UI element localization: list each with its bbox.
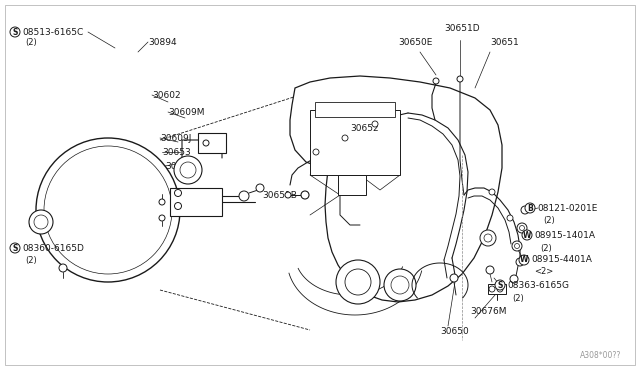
Circle shape bbox=[29, 210, 53, 234]
Text: 08915-1401A: 08915-1401A bbox=[534, 231, 595, 240]
Circle shape bbox=[517, 223, 527, 233]
Text: 30894: 30894 bbox=[148, 38, 177, 46]
Text: (2): (2) bbox=[543, 215, 555, 224]
Text: 30651B: 30651B bbox=[262, 190, 297, 199]
Text: A308*00??: A308*00?? bbox=[580, 350, 621, 359]
Circle shape bbox=[372, 121, 378, 127]
Text: (2): (2) bbox=[512, 294, 524, 302]
Circle shape bbox=[495, 280, 505, 290]
Circle shape bbox=[510, 275, 518, 283]
FancyBboxPatch shape bbox=[198, 133, 226, 153]
Text: 30609J: 30609J bbox=[165, 161, 196, 170]
Text: <2>: <2> bbox=[534, 267, 553, 276]
Text: S: S bbox=[12, 244, 18, 253]
Circle shape bbox=[285, 192, 291, 198]
Circle shape bbox=[36, 138, 180, 282]
Text: 30652: 30652 bbox=[350, 124, 379, 132]
Circle shape bbox=[521, 206, 529, 214]
Circle shape bbox=[433, 78, 439, 84]
Circle shape bbox=[10, 27, 20, 37]
Circle shape bbox=[239, 191, 249, 201]
FancyBboxPatch shape bbox=[338, 175, 366, 195]
Text: W: W bbox=[523, 231, 531, 240]
Text: 30609M: 30609M bbox=[168, 108, 205, 116]
Text: (2): (2) bbox=[540, 244, 552, 253]
Text: 08360-6165D: 08360-6165D bbox=[22, 244, 84, 253]
Circle shape bbox=[59, 264, 67, 272]
FancyBboxPatch shape bbox=[170, 188, 222, 216]
Circle shape bbox=[175, 189, 182, 196]
Circle shape bbox=[159, 215, 165, 221]
Circle shape bbox=[519, 255, 529, 265]
Circle shape bbox=[522, 230, 532, 240]
Circle shape bbox=[203, 140, 209, 146]
Circle shape bbox=[489, 189, 495, 195]
FancyBboxPatch shape bbox=[315, 102, 395, 117]
Circle shape bbox=[342, 135, 348, 141]
Circle shape bbox=[301, 191, 309, 199]
Circle shape bbox=[525, 203, 535, 213]
Text: 30651D: 30651D bbox=[444, 23, 479, 32]
Circle shape bbox=[159, 199, 165, 205]
Text: 30650: 30650 bbox=[440, 327, 468, 337]
Text: S: S bbox=[497, 280, 502, 289]
Circle shape bbox=[256, 184, 264, 192]
FancyBboxPatch shape bbox=[310, 110, 400, 175]
Circle shape bbox=[313, 149, 319, 155]
Text: 30653: 30653 bbox=[162, 148, 191, 157]
Text: 08513-6165C: 08513-6165C bbox=[22, 28, 83, 36]
Circle shape bbox=[174, 156, 202, 184]
Circle shape bbox=[486, 266, 494, 274]
Circle shape bbox=[175, 202, 182, 209]
Text: W: W bbox=[520, 256, 528, 264]
Text: 30609J: 30609J bbox=[160, 134, 191, 142]
Circle shape bbox=[336, 260, 380, 304]
Text: B: B bbox=[527, 203, 533, 212]
Text: (2): (2) bbox=[25, 256, 36, 264]
Text: 08363-6165G: 08363-6165G bbox=[507, 280, 569, 289]
Text: 08915-4401A: 08915-4401A bbox=[531, 256, 592, 264]
Text: (2): (2) bbox=[25, 38, 36, 46]
Text: 30676M: 30676M bbox=[470, 308, 506, 317]
Circle shape bbox=[457, 76, 463, 82]
Text: 30602: 30602 bbox=[152, 90, 180, 99]
Circle shape bbox=[384, 269, 416, 301]
Text: 30650E: 30650E bbox=[398, 38, 433, 46]
Text: S: S bbox=[12, 28, 18, 36]
Polygon shape bbox=[290, 76, 502, 302]
Circle shape bbox=[450, 274, 458, 282]
Circle shape bbox=[507, 215, 513, 221]
Circle shape bbox=[480, 230, 496, 246]
Circle shape bbox=[516, 258, 524, 266]
FancyBboxPatch shape bbox=[488, 284, 506, 294]
Text: 08121-0201E: 08121-0201E bbox=[537, 203, 597, 212]
Text: 30651: 30651 bbox=[490, 38, 519, 46]
Circle shape bbox=[512, 241, 522, 251]
Circle shape bbox=[10, 243, 20, 253]
